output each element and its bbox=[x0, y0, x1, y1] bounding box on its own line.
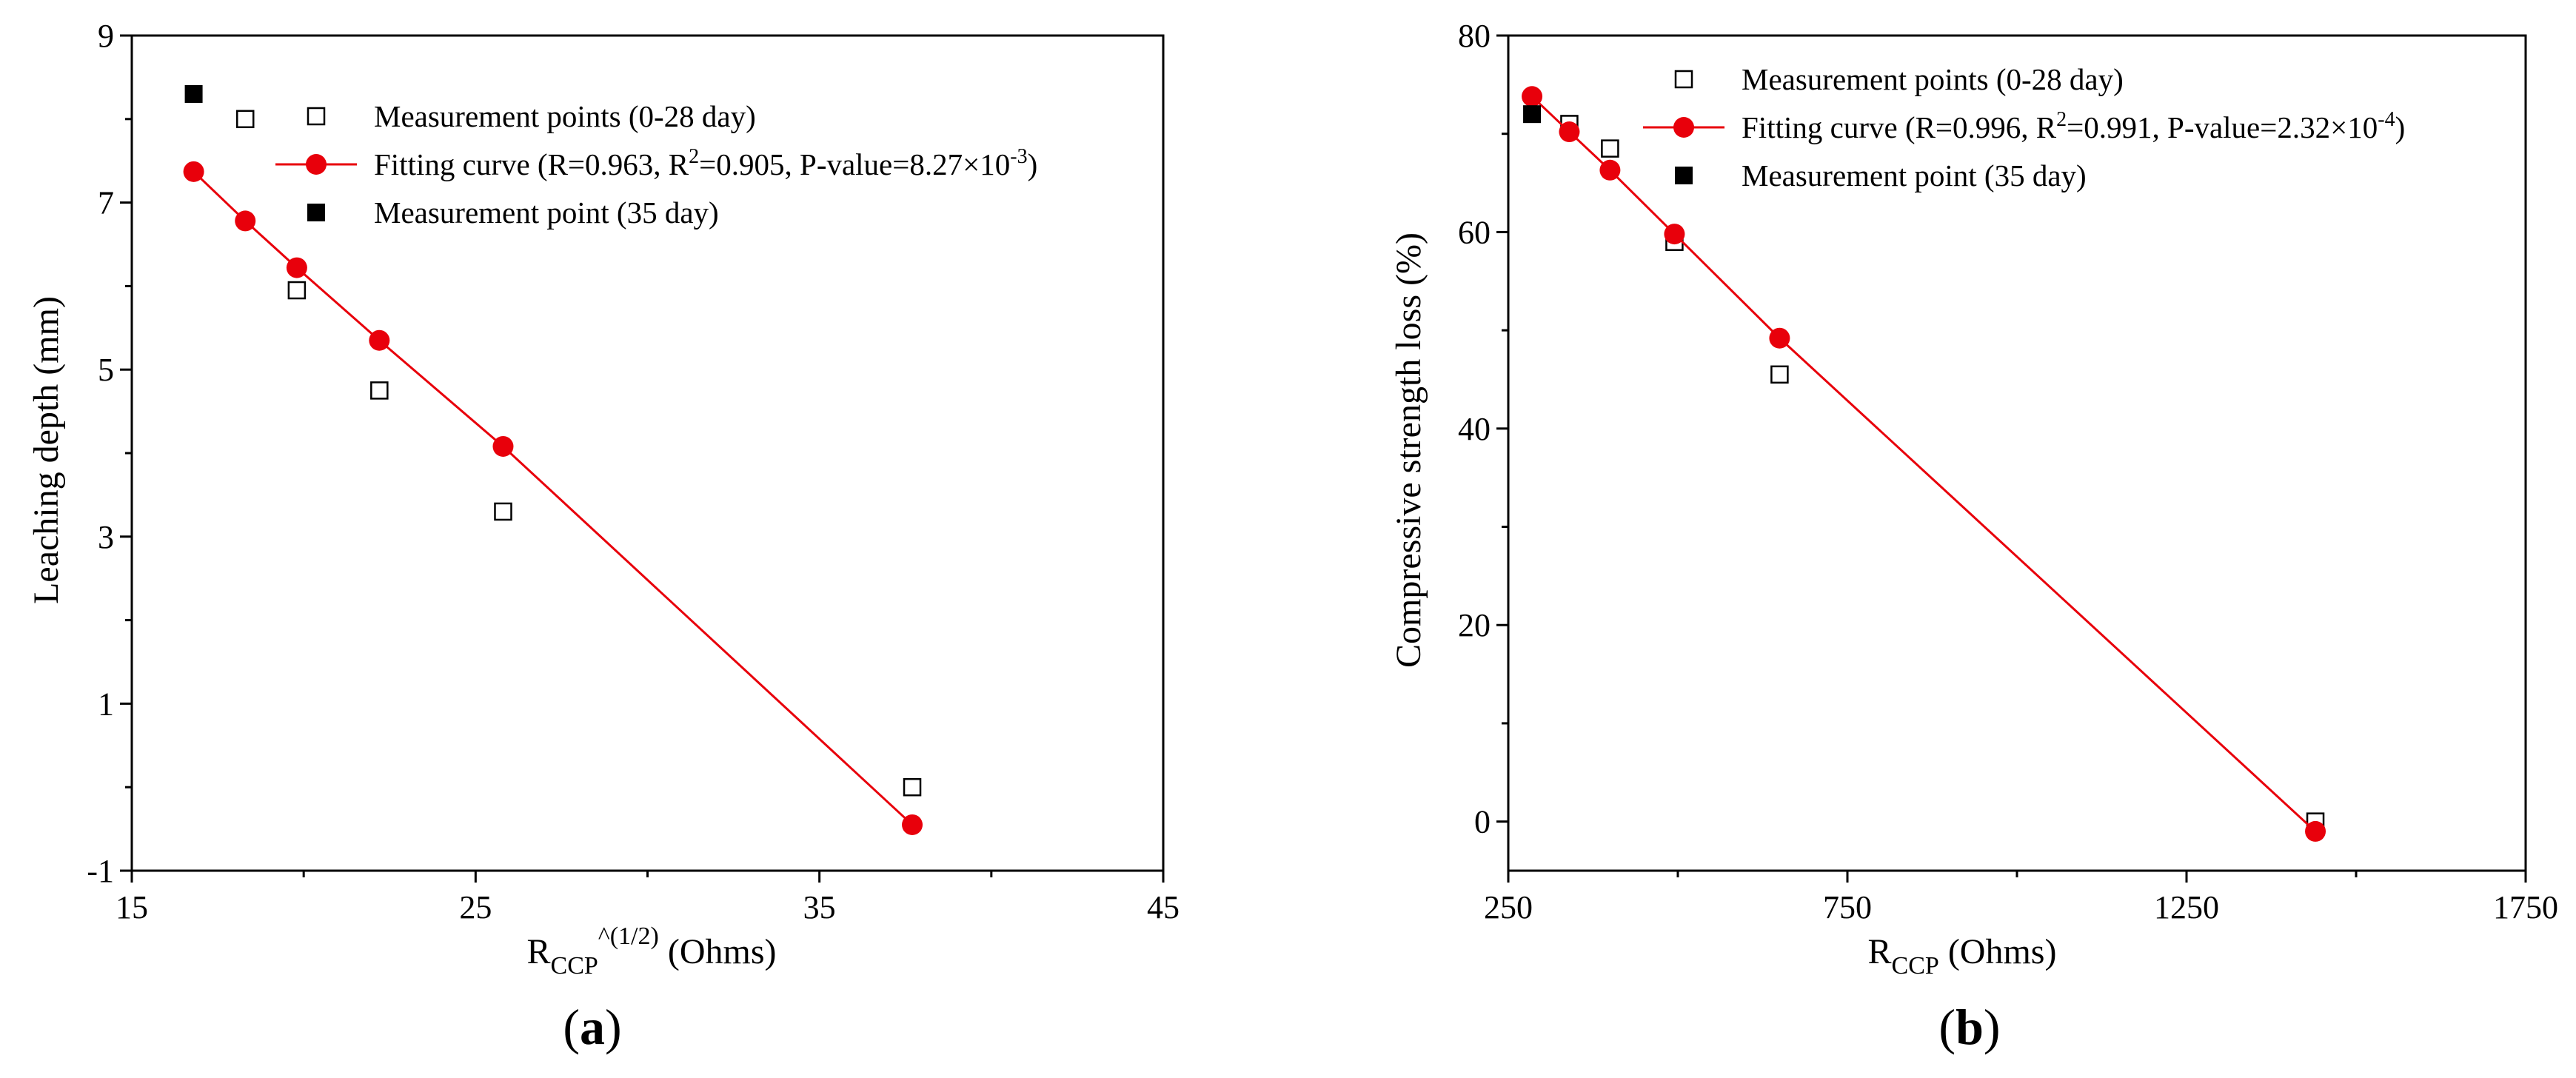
y-tick-label: 7 bbox=[98, 185, 114, 221]
fit-point bbox=[1599, 159, 1621, 181]
measurement-point-35-day bbox=[184, 84, 203, 103]
fit-point bbox=[2305, 820, 2326, 842]
x-tick-label: 45 bbox=[1147, 889, 1180, 925]
legend-text: Measurement points (0-28 day) bbox=[374, 99, 756, 133]
fit-point bbox=[1664, 224, 1685, 245]
y-tick-label: 0 bbox=[1474, 804, 1491, 840]
legend-label: Measurement points (0-28 day) bbox=[1742, 62, 2124, 96]
measurement-point bbox=[235, 110, 255, 129]
fit-point bbox=[1559, 121, 1580, 143]
x-axis-title: RCCP (Ohms) bbox=[1868, 932, 2057, 980]
fit-point bbox=[369, 329, 390, 351]
y-tick-label: 80 bbox=[1458, 18, 1491, 54]
x-axis-title-main: R bbox=[1868, 932, 1892, 971]
y-tick-label: 60 bbox=[1458, 214, 1491, 250]
measurement-point bbox=[1770, 365, 1789, 384]
series-square-open bbox=[235, 110, 922, 797]
x-tick-label: 750 bbox=[1823, 889, 1872, 925]
legend-marker bbox=[1674, 70, 1693, 89]
y-tick-label: 3 bbox=[98, 519, 114, 555]
measurement-point bbox=[1601, 139, 1619, 158]
series-square-filled bbox=[184, 84, 203, 103]
y-tick-label: 1 bbox=[98, 686, 114, 722]
legend-text: Measurement point (35 day) bbox=[1742, 158, 2087, 192]
y-tick-label: 20 bbox=[1458, 607, 1491, 643]
series-circle-filled-line bbox=[1522, 86, 2326, 842]
legend-marker bbox=[1675, 167, 1693, 184]
fitting-curve-line bbox=[193, 170, 914, 826]
series-circle-filled-line bbox=[183, 161, 923, 835]
y-tick-label: 9 bbox=[98, 18, 114, 54]
fit-point bbox=[492, 435, 514, 457]
legend-text: =0.991, P-value=2.32×10 bbox=[2067, 110, 2378, 144]
legend-superscript: -4 bbox=[2378, 108, 2395, 131]
legend-marker bbox=[307, 107, 326, 126]
y-tick-label: -1 bbox=[87, 853, 114, 889]
x-axis-title-subscript: CCP bbox=[1892, 952, 1939, 980]
legend-text: Measurement point (35 day) bbox=[374, 195, 719, 230]
legend-superscript: -3 bbox=[1010, 145, 1027, 168]
panel-paren-open: ( bbox=[1938, 999, 1956, 1055]
legend-label: Fitting curve (R=0.963, R2=0.905, P-valu… bbox=[374, 145, 1037, 181]
legend-text: ) bbox=[1028, 147, 1038, 181]
legend: Measurement points (0-28 day) Fitting cur… bbox=[275, 99, 1037, 230]
panel-label: (a) bbox=[563, 999, 621, 1055]
measurement-point bbox=[903, 777, 922, 797]
series-square-filled bbox=[1523, 105, 1542, 124]
y-axis-title: Leaching depth (mm) bbox=[27, 296, 66, 604]
legend-marker bbox=[307, 204, 325, 221]
panel-paren-close: ) bbox=[1984, 999, 2001, 1055]
fit-point bbox=[1769, 327, 1790, 349]
measurement-point bbox=[370, 381, 389, 400]
panel-paren-open: ( bbox=[563, 999, 580, 1055]
x-axis-title-unit: (Ohms) bbox=[1939, 932, 2057, 971]
fit-point bbox=[183, 161, 204, 182]
fit-point bbox=[235, 210, 256, 232]
chart-panel-b: 250 750 1250 1750 0 20 40 60 80 Measurement point… bbox=[1389, 18, 2558, 1055]
legend-marker bbox=[1673, 117, 1694, 138]
legend-label: Measurement point (35 day) bbox=[1742, 158, 2087, 192]
panel-label: (b) bbox=[1938, 999, 2000, 1055]
measurement-point-35-day bbox=[1523, 105, 1542, 124]
legend-text: ) bbox=[2395, 110, 2406, 144]
y-tick-label: 40 bbox=[1458, 411, 1491, 447]
y-axis-title: Compressive strength loss (%) bbox=[1389, 232, 1428, 668]
measurement-point bbox=[494, 502, 512, 521]
legend-label: Fitting curve (R=0.996, R2=0.991, P-valu… bbox=[1742, 108, 2405, 144]
legend-text: Fitting curve (R=0.996, R bbox=[1742, 110, 2057, 144]
x-tick-label: 25 bbox=[459, 889, 492, 925]
fitting-curve-line bbox=[1531, 96, 2317, 833]
x-axis-title: RCCP^(1/2) (Ohms) bbox=[527, 923, 777, 980]
series-square-open bbox=[1560, 115, 2325, 831]
measurement-point bbox=[287, 281, 307, 300]
x-tick-label: 1750 bbox=[2493, 889, 2558, 925]
panel-letter: a bbox=[580, 999, 605, 1055]
x-tick-label: 35 bbox=[803, 889, 836, 925]
panel-letter: b bbox=[1956, 999, 1984, 1055]
x-axis-title-main: R bbox=[527, 932, 551, 971]
panel-paren-close: ) bbox=[605, 999, 622, 1055]
fit-point bbox=[902, 814, 923, 835]
legend-text: Fitting curve (R=0.963, R bbox=[374, 147, 689, 181]
legend-superscript: 2 bbox=[2056, 108, 2067, 131]
x-axis-title-subscript: CCP bbox=[551, 952, 598, 980]
legend-superscript: 2 bbox=[689, 145, 699, 168]
legend-text: =0.905, P-value=8.27×10 bbox=[699, 147, 1010, 181]
legend-marker bbox=[306, 154, 327, 175]
legend: Measurement points (0-28 day) Fitting cur… bbox=[1643, 62, 2405, 192]
x-axis-title-unit: (Ohms) bbox=[659, 932, 777, 971]
x-tick-label: 1250 bbox=[2154, 889, 2219, 925]
legend-label: Measurement points (0-28 day) bbox=[374, 99, 756, 133]
x-tick-label: 250 bbox=[1484, 889, 1533, 925]
x-axis-title-superscript: ^(1/2) bbox=[598, 923, 659, 950]
y-tick-label: 5 bbox=[98, 352, 114, 388]
x-tick-label: 15 bbox=[116, 889, 148, 925]
legend-text: Measurement points (0-28 day) bbox=[1742, 62, 2124, 96]
fit-point bbox=[1522, 86, 1543, 107]
fit-point bbox=[286, 257, 307, 278]
legend-label: Measurement point (35 day) bbox=[374, 195, 719, 230]
